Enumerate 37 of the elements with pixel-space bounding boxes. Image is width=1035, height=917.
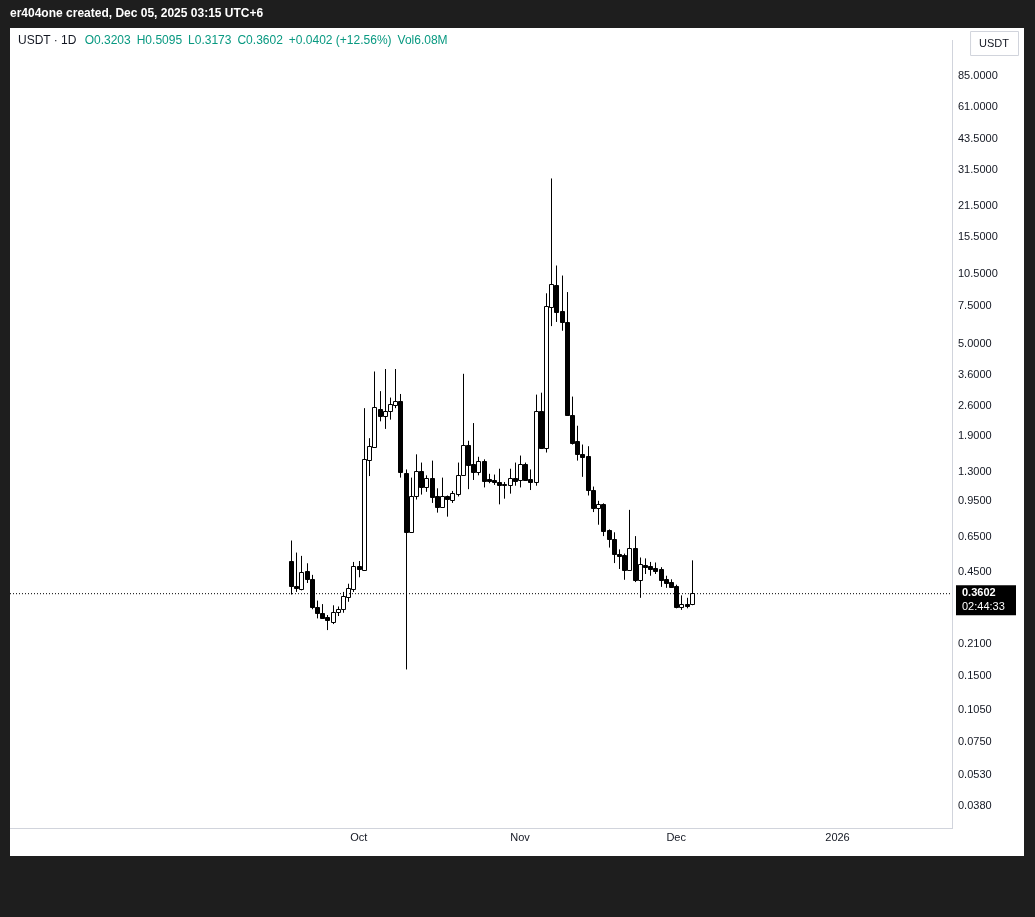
x-tick-label: Nov	[510, 830, 531, 843]
y-tick-label: 21.5000	[958, 198, 998, 211]
y-tick-label: 0.6500	[958, 530, 992, 543]
annotation: L0.3173	[188, 33, 232, 48]
y-tick-label: 31.5000	[958, 162, 998, 175]
y-tick-label: 0.1050	[958, 702, 992, 715]
y-tick-label: 0.1500	[958, 669, 992, 682]
y-tick-label: 0.0750	[958, 734, 992, 747]
y-tick-label: 61.0000	[958, 100, 998, 113]
y-tick-label: 2.6000	[958, 398, 992, 411]
y-tick-label: 1.3000	[958, 464, 992, 477]
y-tick-label: 0.0380	[958, 799, 992, 812]
text: er404one created, Dec 05, 2025 03:15 UTC+6	[10, 6, 264, 20]
x-tick-label: Oct	[350, 830, 368, 843]
annotation: H0.5095	[136, 33, 183, 48]
y-tick-label: 0.2100	[958, 637, 992, 650]
x-tick-label: Dec	[666, 830, 687, 843]
y-tick-label: 7.5000	[958, 298, 992, 311]
text: 02:44:33	[962, 600, 1005, 613]
y-tick-label: 1.9000	[958, 428, 992, 441]
y-tick-label: 5.0000	[958, 337, 992, 350]
y-tick-label: 0.0530	[958, 767, 992, 780]
y-tick-label: 0.9500	[958, 494, 992, 507]
y-tick-label: 85.0000	[958, 68, 998, 81]
annotation: Vol6.08M	[397, 33, 448, 48]
x-tick-label: 2026	[825, 830, 850, 843]
chart-title: USDT · 1D	[18, 33, 77, 48]
y-tick-label: 10.5000	[958, 266, 998, 279]
annotation: C0.3602	[237, 33, 284, 48]
y-tick-label: 3.6000	[958, 368, 992, 381]
y-tick-label: 43.5000	[958, 132, 998, 145]
ref-line-label: 0.3602	[962, 586, 996, 599]
y-tick-label: 15.5000	[958, 229, 998, 242]
annotation: O0.3203	[84, 33, 132, 48]
y-tick-label: 0.4500	[958, 565, 992, 578]
text: USDT	[979, 37, 1010, 50]
annotation: +0.0402 (+12.56%)	[288, 33, 392, 48]
